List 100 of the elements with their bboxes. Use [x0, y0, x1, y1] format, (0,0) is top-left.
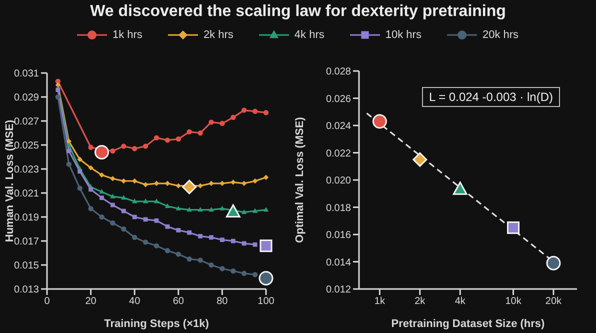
- point: [110, 220, 116, 226]
- point: [176, 136, 181, 142]
- point: [242, 108, 247, 113]
- point: [121, 194, 126, 200]
- point: [252, 208, 258, 213]
- point: [55, 94, 61, 100]
- point: [220, 120, 225, 126]
- point: [263, 110, 269, 116]
- y-axis-title: Optimal Val. Loss (MSE): [294, 116, 306, 243]
- point: [121, 144, 126, 149]
- point: [208, 120, 214, 125]
- y-tick-label: 0.021: [14, 188, 40, 200]
- point: [198, 206, 203, 212]
- point: [110, 202, 115, 208]
- point: [121, 208, 126, 214]
- point: [88, 206, 94, 212]
- point: [142, 144, 148, 149]
- point: [154, 198, 160, 204]
- point: [230, 238, 236, 244]
- y-axis-title: Human Val. Loss (MSE): [4, 120, 16, 242]
- point: [143, 217, 148, 222]
- point: [220, 180, 225, 186]
- point: [208, 262, 214, 268]
- point: [121, 178, 126, 184]
- point: [230, 114, 236, 120]
- point: [164, 138, 170, 143]
- point: [198, 234, 203, 238]
- x-tick-label: 2k: [414, 296, 426, 308]
- point: [220, 206, 225, 210]
- y-tick-label: 0.019: [14, 212, 40, 224]
- point: [263, 206, 269, 212]
- point: [164, 180, 170, 186]
- x-tick-label: 20k: [545, 296, 563, 308]
- point: [242, 180, 247, 186]
- point: [132, 214, 137, 220]
- point: [94, 144, 109, 160]
- chart-title: We discovered the scaling law for dexterity pretraining: [89, 3, 507, 21]
- point: [132, 234, 138, 240]
- point: [176, 228, 181, 232]
- point: [220, 266, 225, 272]
- point: [263, 174, 269, 180]
- point: [252, 178, 258, 184]
- legend-label: 20k hrs: [482, 29, 519, 41]
- x-axis-title: Training Steps (×1k): [104, 318, 210, 330]
- y-tick-label: 0.028: [326, 66, 352, 78]
- point: [110, 176, 116, 182]
- legend-label: 4k hrs: [294, 29, 324, 41]
- point: [258, 270, 274, 286]
- point: [230, 268, 236, 274]
- x-tick-label: 0: [44, 296, 50, 308]
- point: [252, 108, 258, 114]
- point: [242, 241, 246, 246]
- y-tick-label: 0.025: [14, 140, 40, 152]
- y-tick-label: 0.023: [14, 164, 40, 176]
- y-tick-label: 0.022: [326, 148, 352, 160]
- point: [100, 196, 104, 200]
- point: [154, 243, 160, 248]
- point: [186, 256, 192, 262]
- point: [66, 142, 72, 147]
- point: [132, 146, 138, 152]
- point: [176, 252, 181, 257]
- x-tick-label: 4k: [454, 296, 466, 308]
- y-tick-label: 0.014: [326, 257, 352, 268]
- x-tick-label: 1k: [374, 296, 386, 308]
- point: [88, 187, 94, 192]
- y-tick-label: 0.015: [14, 260, 40, 272]
- point: [164, 203, 170, 208]
- y-tick-label: 0.031: [14, 68, 40, 80]
- point: [110, 148, 116, 154]
- point: [242, 209, 247, 214]
- point: [154, 218, 159, 223]
- point: [99, 188, 104, 194]
- point: [176, 206, 181, 210]
- point: [142, 182, 148, 188]
- y-tick-label: 0.020: [326, 176, 352, 187]
- point: [208, 180, 214, 186]
- point: [186, 206, 192, 212]
- point: [176, 183, 181, 188]
- point: [121, 226, 126, 232]
- point: [230, 180, 236, 185]
- y-tick-label: 0.012: [326, 284, 352, 296]
- point: [66, 148, 72, 154]
- point: [132, 198, 138, 204]
- y-tick-label: 0.013: [14, 284, 40, 296]
- point: [186, 129, 192, 134]
- point: [198, 130, 203, 136]
- point: [198, 258, 203, 263]
- point: [66, 138, 72, 144]
- point: [252, 272, 258, 278]
- y-tick-label: 0.024: [326, 121, 352, 132]
- point: [77, 156, 82, 162]
- point: [88, 165, 94, 170]
- point: [182, 180, 197, 194]
- point: [99, 172, 104, 178]
- point: [164, 248, 170, 254]
- x-axis-title: Pretraining Dataset Size (hrs): [391, 318, 546, 330]
- point: [142, 240, 148, 245]
- point: [88, 144, 94, 150]
- x-tick-label: 80: [216, 296, 228, 308]
- legend-label: 2k hrs: [203, 29, 234, 41]
